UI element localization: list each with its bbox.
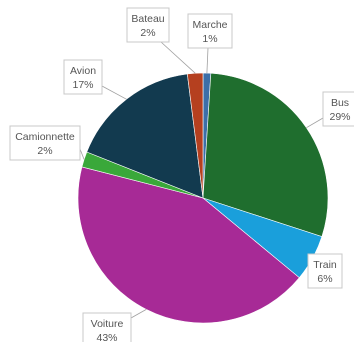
slice-name: Voiture	[91, 318, 124, 330]
label-box	[126, 7, 170, 43]
label-box	[63, 59, 103, 95]
slice-name: Marche	[192, 19, 227, 31]
slice-percent: 6%	[317, 273, 332, 285]
slice-percent: 2%	[140, 27, 155, 39]
slice-percent: 43%	[96, 332, 117, 342]
label-box	[322, 91, 354, 127]
slice-labels: Marche 1% Bus 29% Train 6% Voiture 43% Camionnet…	[9, 7, 354, 342]
pie-slice-voiture[interactable]	[77, 166, 300, 324]
slice-name: Avion	[70, 65, 96, 77]
label-box	[307, 253, 343, 289]
leader-line-marche	[206, 47, 209, 74]
leader-line-bateau	[160, 41, 196, 74]
leader-line-avion	[101, 85, 127, 100]
slice-label-marche: Marche 1%	[187, 13, 233, 49]
slice-percent: 29%	[329, 111, 350, 123]
slice-percent: 17%	[72, 79, 93, 91]
slice-name: Bus	[331, 97, 349, 109]
slice-name: Camionnette	[15, 131, 75, 143]
leader-line-voiture	[130, 309, 147, 319]
slice-name: Bateau	[131, 13, 164, 25]
slice-label-avion: Avion 17%	[63, 59, 103, 95]
slice-label-voiture: Voiture 43%	[82, 312, 132, 342]
slice-percent: 1%	[202, 33, 217, 45]
pie-slice-avion[interactable]	[86, 73, 204, 199]
slice-label-camionnette: Camionnette 2%	[9, 125, 81, 161]
slice-label-bus: Bus 29%	[322, 91, 354, 127]
slice-name: Train	[313, 259, 337, 271]
label-box	[82, 312, 132, 342]
label-box	[187, 13, 233, 49]
slice-percent: 2%	[37, 145, 52, 157]
pie-slices	[77, 72, 329, 324]
label-box	[9, 125, 81, 161]
leader-line-camionnette	[79, 148, 85, 160]
slice-label-train: Train 6%	[307, 253, 343, 289]
slice-label-bateau: Bateau 2%	[126, 7, 170, 43]
pie-slice-bus[interactable]	[202, 72, 329, 238]
leader-line-bus	[306, 117, 324, 129]
